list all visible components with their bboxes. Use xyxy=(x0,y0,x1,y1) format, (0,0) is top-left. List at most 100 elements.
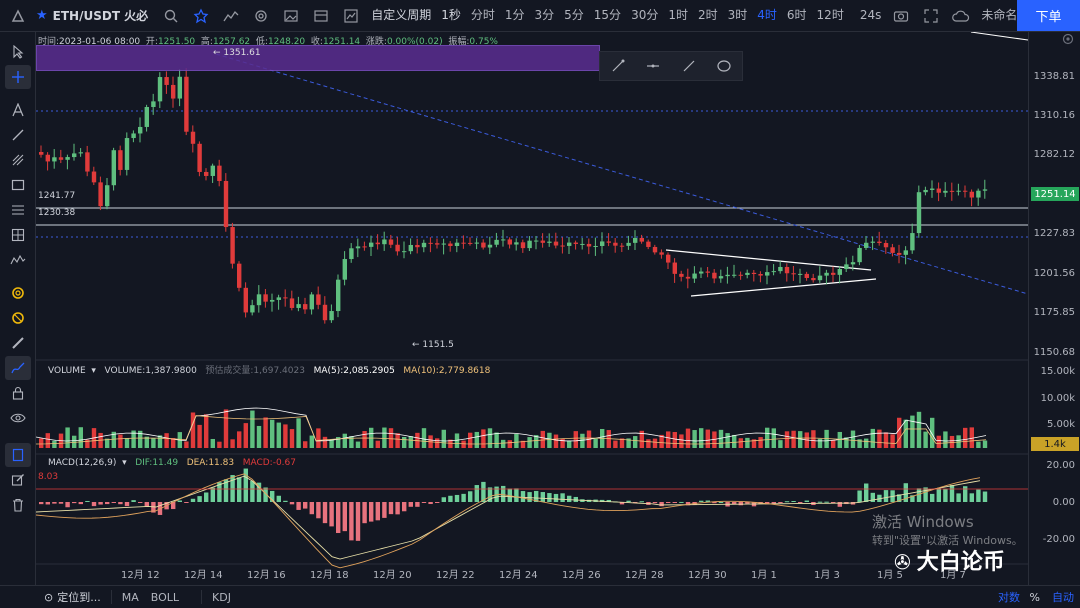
cursor-icon[interactable] xyxy=(5,40,31,64)
auto-scale-toggle[interactable]: 自动 xyxy=(1052,591,1074,604)
favorites-list-icon[interactable] xyxy=(186,0,216,31)
pitchfork-icon[interactable] xyxy=(5,148,31,172)
rectangle-tool-icon[interactable] xyxy=(5,173,31,197)
macd-bar xyxy=(507,488,512,502)
timeframe-5[interactable]: 15分 xyxy=(593,8,622,22)
indicator-boll[interactable]: BOLL xyxy=(150,590,180,604)
macd-bar xyxy=(857,490,862,502)
volume-bar xyxy=(474,431,479,448)
macd-bar xyxy=(923,487,928,502)
custom-period-dropdown[interactable]: 自定义周期 xyxy=(371,8,432,22)
candle-body xyxy=(58,157,64,160)
lock-icon[interactable] xyxy=(5,381,31,405)
macd-bar xyxy=(831,502,836,503)
candle-body xyxy=(758,273,763,276)
crosshair-icon[interactable] xyxy=(5,65,31,89)
timeframe-2[interactable]: 1分 xyxy=(504,8,525,22)
volume-bar xyxy=(243,423,248,448)
volume-bar xyxy=(949,435,955,448)
fullscreen-icon[interactable] xyxy=(916,0,946,31)
timeframe-8[interactable]: 2时 xyxy=(697,8,718,22)
candle-body xyxy=(639,237,644,242)
macd-bar xyxy=(270,490,275,502)
timeframe-1[interactable]: 分时 xyxy=(470,8,495,22)
annotation-rectangle[interactable]: ← 1351.61 xyxy=(36,45,600,71)
trend-line-icon[interactable] xyxy=(5,123,31,147)
candle-body xyxy=(52,157,57,162)
macd-bar xyxy=(124,502,130,507)
search-icon[interactable] xyxy=(156,0,186,31)
arrow-line-icon[interactable] xyxy=(671,52,707,80)
timeframe-7[interactable]: 1时 xyxy=(668,8,688,22)
timeframe-6[interactable]: 30分 xyxy=(631,8,659,22)
macd-title[interactable]: MACD(12,26,9) xyxy=(48,458,117,468)
settings-gear-icon[interactable] xyxy=(246,0,276,31)
macd-bar xyxy=(230,475,235,502)
indicators-icon[interactable] xyxy=(336,0,366,31)
timeframe-10[interactable]: 4时 xyxy=(757,8,777,22)
place-order-button[interactable]: 下单 xyxy=(1017,0,1080,31)
volume-bar xyxy=(850,430,856,448)
pattern-tool-icon[interactable] xyxy=(5,248,31,272)
candle-body xyxy=(111,150,116,186)
timeframe-0[interactable]: 1秒 xyxy=(441,8,461,22)
timeframe-11[interactable]: 6时 xyxy=(786,8,807,22)
image-icon[interactable] xyxy=(276,0,306,31)
macd-bar xyxy=(540,492,545,502)
time-tick: 12月 22 xyxy=(436,570,475,581)
ray-tool-icon[interactable] xyxy=(600,52,636,80)
magnet-strong-icon[interactable] xyxy=(5,306,31,330)
favorite-star-icon[interactable]: ★ xyxy=(36,8,48,23)
measure-icon[interactable] xyxy=(5,223,31,247)
candle-body xyxy=(982,189,988,191)
indicator-ma[interactable]: MA xyxy=(121,590,139,604)
volume-bar xyxy=(718,429,724,448)
candle-body xyxy=(850,262,856,265)
layout-name-dropdown[interactable]: 未命名 xyxy=(981,8,1018,22)
goto-date-button[interactable]: ⊙ 定位到... xyxy=(44,590,101,605)
timeframe-4[interactable]: 5分 xyxy=(564,8,584,22)
magnet-icon[interactable] xyxy=(5,281,31,305)
indicator-kdj[interactable]: KDJ xyxy=(212,590,231,604)
edit-icon[interactable] xyxy=(5,468,31,492)
log-scale-toggle[interactable]: 对数 xyxy=(998,591,1020,604)
chevron-down-icon[interactable]: ▾ xyxy=(119,458,133,468)
candle-body xyxy=(679,273,684,277)
camera-icon[interactable] xyxy=(886,0,916,31)
cloud-icon[interactable] xyxy=(946,0,976,31)
candle-body xyxy=(72,153,77,158)
price-axis[interactable]: 1338.81 1310.16 1282.12 1227.83 1201.56 1175.… xyxy=(1028,32,1080,585)
object-tree-icon[interactable] xyxy=(5,443,31,467)
chevron-down-icon[interactable]: ▾ xyxy=(88,366,102,376)
volume-bar xyxy=(382,427,387,448)
chart-canvas[interactable] xyxy=(36,32,1028,585)
chart-type-icon[interactable] xyxy=(216,0,246,31)
candle-body xyxy=(685,276,691,279)
trash-icon[interactable] xyxy=(5,493,31,517)
timeframe-3[interactable]: 3分 xyxy=(534,8,555,22)
eye-icon[interactable] xyxy=(5,406,31,430)
layout-icon[interactable] xyxy=(306,0,336,31)
time-axis[interactable]: 12月 12 12月 14 12月 16 12月 18 12月 20 12月 22 12月 … xyxy=(36,566,1028,584)
timeframe-12[interactable]: 12时 xyxy=(816,8,844,22)
macd-bar xyxy=(791,500,796,502)
circle-tool-icon[interactable] xyxy=(707,52,743,80)
settings-gear-icon[interactable] xyxy=(1061,32,1077,48)
draw-mode-icon[interactable] xyxy=(5,356,31,380)
ruler-icon[interactable] xyxy=(5,331,31,355)
symbol-selector[interactable]: ★ ETH/USDT 火必 xyxy=(36,7,148,24)
text-tool-icon[interactable] xyxy=(5,98,31,122)
volume-title[interactable]: VOLUME xyxy=(48,366,86,376)
interval-24s[interactable]: 24s xyxy=(859,8,882,22)
candle-body xyxy=(494,239,499,245)
percent-scale-toggle[interactable]: % xyxy=(1029,590,1040,604)
macd-bar xyxy=(448,495,453,502)
candle-body xyxy=(593,245,598,247)
fib-retracement-icon[interactable] xyxy=(5,198,31,222)
chart-panel[interactable]: 时间:2023-01-06 08:00 开:1251.50 高:1257.62 … xyxy=(36,32,1028,585)
horizontal-line-icon[interactable] xyxy=(636,52,672,80)
candle-body xyxy=(151,101,156,107)
timeframe-9[interactable]: 3时 xyxy=(727,8,748,22)
volume-bar xyxy=(355,441,361,448)
divider xyxy=(110,590,112,604)
